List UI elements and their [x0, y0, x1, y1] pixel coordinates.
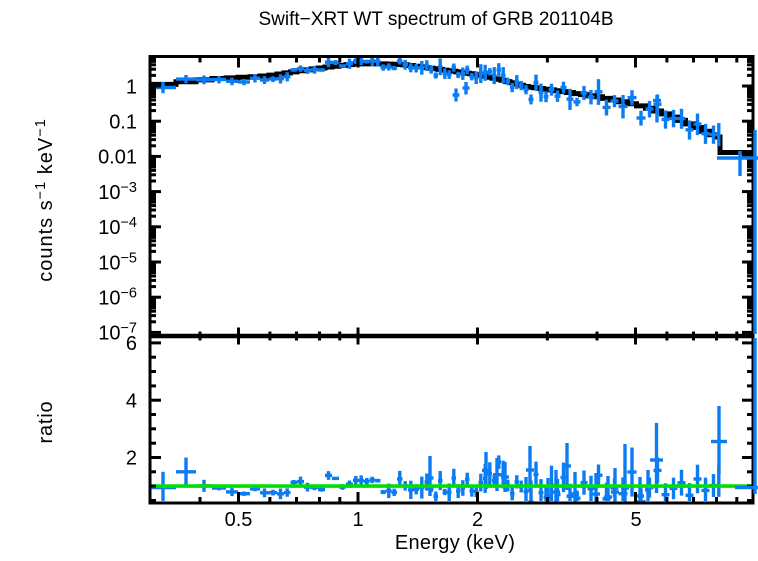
svg-text:0.01: 0.01 [98, 147, 137, 169]
svg-text:1: 1 [126, 76, 137, 98]
svg-text:Energy (keV): Energy (keV) [395, 532, 515, 554]
svg-text:counts s−1 keV−1: counts s−1 keV−1 [33, 118, 57, 282]
svg-text:6: 6 [126, 333, 137, 355]
svg-text:1: 1 [352, 509, 363, 531]
svg-text:4: 4 [126, 390, 137, 412]
svg-text:2: 2 [126, 448, 137, 470]
svg-text:2: 2 [472, 509, 483, 531]
svg-text:0.5: 0.5 [225, 509, 253, 531]
svg-text:Swift−XRT WT spectrum of GRB 2: Swift−XRT WT spectrum of GRB 201104B [259, 9, 614, 30]
svg-text:5: 5 [630, 509, 641, 531]
svg-text:0.1: 0.1 [109, 112, 137, 134]
svg-text:ratio: ratio [35, 401, 57, 444]
